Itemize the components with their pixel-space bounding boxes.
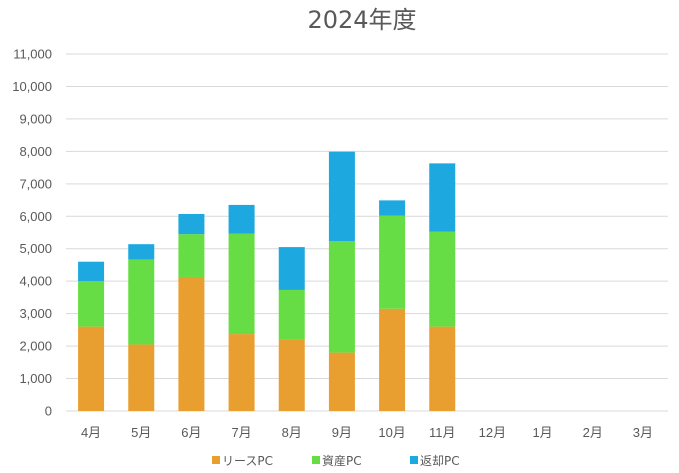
- bar-segment: [78, 326, 105, 411]
- bar-segment: [178, 214, 205, 235]
- legend-label: 返却PC: [420, 454, 460, 468]
- bar-segment: [379, 308, 406, 411]
- bar-segment: [78, 281, 105, 327]
- x-tick-label: 4月: [81, 425, 101, 440]
- legend-item: 資産PC: [312, 453, 362, 468]
- x-tick-label: 6月: [181, 425, 201, 440]
- legend-swatch: [410, 456, 418, 464]
- x-tick-label: 5月: [131, 425, 151, 440]
- y-tick-label: 5,000: [19, 241, 52, 256]
- x-tick-label: 8月: [282, 425, 302, 440]
- bar-segment: [128, 259, 155, 345]
- y-tick-label: 3,000: [19, 306, 52, 321]
- x-tick-label: 10月: [378, 425, 405, 440]
- gridlines: [66, 53, 668, 412]
- bar-segment: [228, 204, 255, 234]
- x-tick-label: 11月: [429, 425, 456, 440]
- bar-segment: [328, 151, 355, 242]
- bar-segment: [228, 334, 255, 411]
- y-tick-label: 11,000: [13, 47, 52, 62]
- y-tick-label: 6,000: [19, 209, 52, 224]
- bar-segment: [228, 233, 255, 335]
- bar-segment: [328, 241, 355, 353]
- y-axis: 0 1,000 2,000 3,000 4,000 5,000 6,000 7,000 8,00…: [12, 47, 52, 419]
- x-axis: 4月 5月 6月 7月 8月 9月 10月 11月 12月 1月 2月 3月: [81, 425, 653, 440]
- bar-segment: [178, 276, 205, 411]
- bar-segment: [128, 344, 155, 411]
- bar-segment: [178, 234, 205, 277]
- bar-segment: [379, 200, 406, 216]
- chart-title: 2024年度: [307, 6, 416, 34]
- x-tick-label: 3月: [633, 425, 653, 440]
- bar-segment: [278, 289, 305, 340]
- x-tick-label: 9月: [332, 425, 352, 440]
- bar-segment: [429, 163, 456, 232]
- y-tick-label: 2,000: [19, 339, 52, 354]
- y-tick-label: 10,000: [12, 79, 52, 94]
- y-tick-label: 7,000: [19, 176, 52, 191]
- legend-swatch: [212, 456, 220, 464]
- bars: [78, 151, 456, 411]
- bar-segment: [328, 352, 355, 411]
- bar-segment: [429, 326, 456, 411]
- bar-segment: [128, 244, 155, 260]
- y-tick-label: 1,000: [19, 371, 52, 386]
- bar-segment: [278, 339, 305, 411]
- y-tick-label: 4,000: [19, 274, 52, 289]
- bar-segment: [78, 261, 105, 282]
- bar-segment: [278, 247, 305, 290]
- x-tick-label: 2月: [583, 425, 603, 440]
- y-tick-label: 8,000: [19, 144, 52, 159]
- y-tick-label: 0: [45, 404, 52, 419]
- y-tick-label: 9,000: [19, 111, 52, 126]
- legend-swatch: [312, 456, 320, 464]
- legend-label: リースPC: [222, 454, 273, 468]
- bar-segment: [379, 215, 406, 309]
- legend-label: 資産PC: [322, 453, 362, 468]
- legend-item: リースPC: [212, 454, 273, 468]
- x-tick-label: 12月: [479, 425, 506, 440]
- bar-segment: [429, 231, 456, 327]
- x-tick-label: 7月: [231, 425, 251, 440]
- legend: リースPC 資産PC 返却PC: [212, 453, 460, 468]
- x-tick-label: 1月: [532, 425, 552, 440]
- legend-item: 返却PC: [410, 454, 460, 468]
